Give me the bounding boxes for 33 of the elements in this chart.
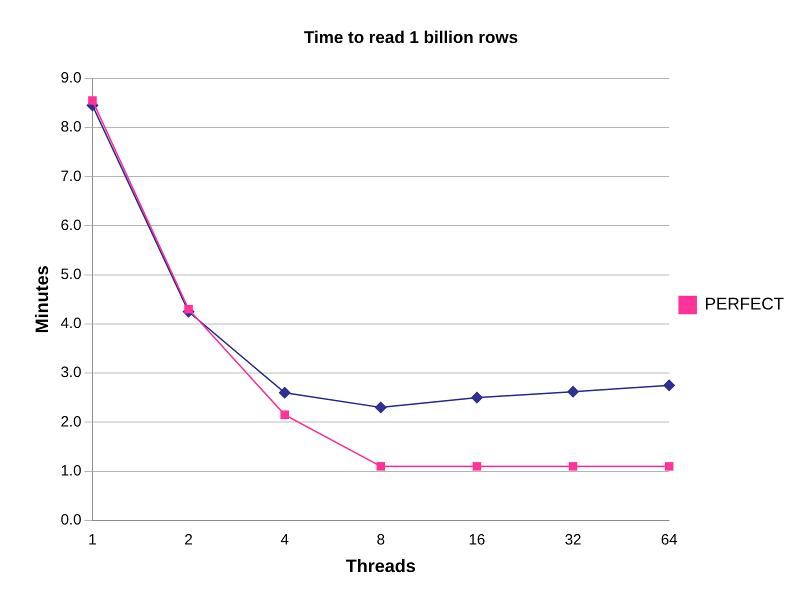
point [472,462,482,471]
point [471,392,483,404]
y-tick-label: 8.0 [60,118,82,136]
x-axis-title: Threads [346,556,416,576]
point [280,410,289,420]
point [184,304,193,314]
x-tick-label: 32 [564,532,582,549]
point [376,462,386,471]
x-tick-label: 2 [184,532,193,549]
y-tick-label: 4.0 [60,315,82,332]
point [567,386,579,398]
legend-label: PERFECT [704,294,784,314]
y-tick-label: 7.0 [60,168,82,185]
point [88,96,97,105]
y-axis-title: Minutes [32,265,52,334]
x-tick-label: 16 [468,532,486,549]
chart-title: Time to read 1 billion rows [304,28,518,47]
x-tick-label: 8 [376,532,385,549]
point [664,462,674,471]
point [278,386,290,398]
y-tick-label: 0.0 [60,512,82,529]
x-tick-label: 4 [280,532,289,549]
point [663,380,675,392]
point [375,402,387,414]
y-tick-label: 5.0 [60,266,82,283]
point [568,462,578,471]
x-tick-label: 64 [660,532,678,549]
y-tick-label: 1.0 [60,462,82,480]
x-tick-label: 1 [88,532,97,549]
y-tick-label: 3.0 [60,364,82,382]
y-tick-label: 6.0 [60,216,82,234]
y-tick-label: 9.0 [60,70,82,87]
y-tick-label: 2.0 [60,413,82,430]
